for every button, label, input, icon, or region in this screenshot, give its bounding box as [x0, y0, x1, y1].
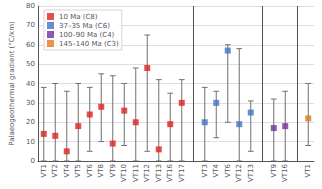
svg-text:37–35 Ma (C6): 37–35 Ma (C6) [59, 22, 110, 30]
svg-text:VT4: VT4 [212, 163, 220, 177]
svg-text:20: 20 [26, 118, 35, 126]
svg-text:VT16: VT16 [281, 163, 289, 182]
svg-text:10 Ma (C8): 10 Ma (C8) [59, 13, 98, 21]
svg-text:80: 80 [26, 2, 35, 10]
svg-text:0: 0 [31, 157, 35, 165]
svg-text:VT11: VT11 [132, 164, 140, 182]
svg-text:10: 10 [26, 138, 35, 146]
svg-text:VT8: VT8 [97, 164, 105, 178]
svg-text:VT13: VT13 [155, 164, 163, 182]
svg-text:50: 50 [26, 60, 35, 68]
svg-text:VT17: VT17 [178, 164, 186, 182]
svg-text:VT12: VT12 [235, 164, 243, 182]
svg-text:VT6: VT6 [224, 163, 232, 177]
svg-text:VT9: VT9 [109, 164, 117, 178]
svg-text:VT12: VT12 [143, 164, 151, 182]
svg-text:VT4: VT4 [63, 163, 71, 177]
svg-text:40: 40 [26, 80, 35, 88]
svg-text:VT1: VT1 [304, 164, 312, 178]
svg-text:VT6: VT6 [86, 163, 94, 177]
svg-text:30: 30 [26, 99, 35, 107]
svg-text:VT3: VT3 [201, 164, 209, 178]
svg-text:VT5: VT5 [74, 164, 82, 178]
svg-text:VT10: VT10 [120, 164, 128, 182]
svg-text:VT9: VT9 [270, 164, 278, 178]
svg-text:145–140 Ma (C3): 145–140 Ma (C3) [59, 40, 119, 48]
svg-text:Palaeogeothermal gradient (°C/: Palaeogeothermal gradient (°C/km) [8, 21, 16, 146]
svg-text:60: 60 [26, 41, 35, 49]
svg-text:VT16: VT16 [166, 163, 174, 182]
svg-text:70: 70 [26, 21, 35, 29]
svg-text:VT1: VT1 [40, 164, 48, 178]
svg-text:100–90 Ma (C4): 100–90 Ma (C4) [59, 31, 115, 39]
svg-text:VT2: VT2 [51, 164, 59, 178]
svg-text:VT13: VT13 [247, 164, 255, 182]
